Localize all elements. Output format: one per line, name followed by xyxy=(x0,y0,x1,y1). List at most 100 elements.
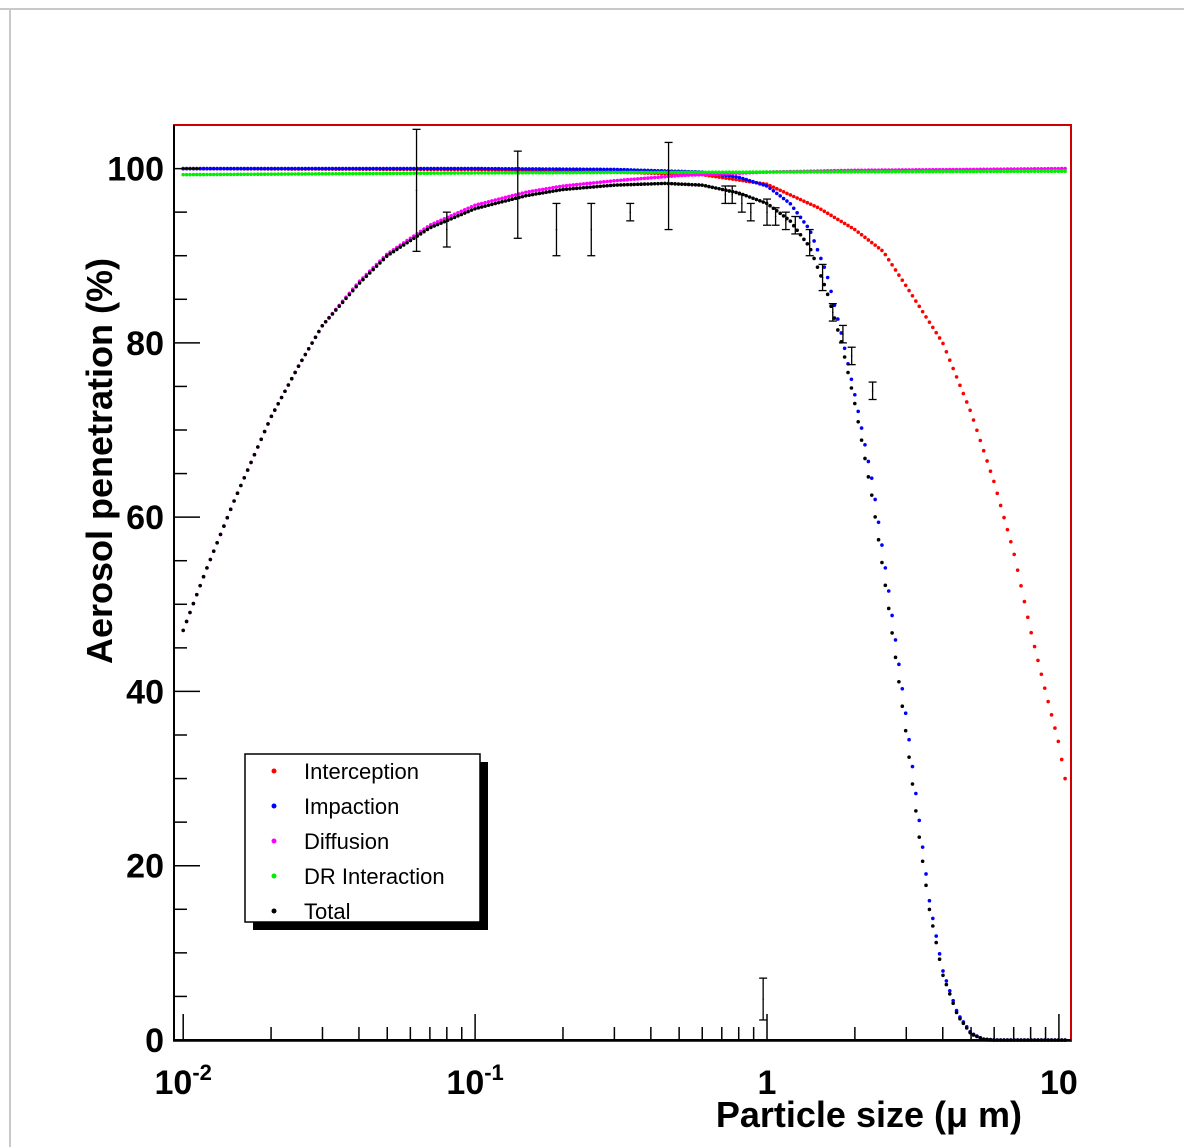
series-impaction-point xyxy=(812,239,816,243)
series-dr-interaction-point xyxy=(710,170,715,175)
series-interception-point xyxy=(992,479,996,484)
series-interception-point xyxy=(951,366,955,371)
series-dr-interaction-point xyxy=(615,170,620,175)
series-total-point xyxy=(422,229,426,234)
series-interception-point xyxy=(802,199,806,203)
series-total-point xyxy=(625,182,630,187)
series-impaction-point xyxy=(374,166,379,171)
series-total-point xyxy=(720,187,725,192)
series-total-point xyxy=(473,206,477,211)
series-diffusion-point xyxy=(547,186,552,191)
series-impaction-point xyxy=(527,167,531,171)
series-dr-interaction-point xyxy=(239,172,243,177)
series-total-point xyxy=(401,243,406,247)
series-interception-point xyxy=(934,330,939,335)
series-diffusion-point xyxy=(591,181,596,185)
series-impaction-point xyxy=(737,175,742,180)
series-total-point xyxy=(439,221,443,225)
series-dr-interaction-point xyxy=(680,170,684,175)
measurement-point xyxy=(750,211,752,213)
series-interception-point xyxy=(788,193,793,197)
series-dr-interaction-point xyxy=(581,170,586,175)
series-dr-interaction-point xyxy=(917,169,922,174)
legend-label: Total xyxy=(304,899,350,924)
series-dr-interaction-point xyxy=(347,171,352,176)
series-dr-interaction-point xyxy=(673,170,677,175)
series-interception-point xyxy=(1046,699,1050,704)
series-dr-interaction-point xyxy=(931,169,935,174)
series-total-point xyxy=(683,182,688,187)
series-dr-interaction-point xyxy=(371,171,375,176)
series-total-point xyxy=(493,201,498,206)
series-diffusion-point xyxy=(642,176,647,181)
series-diffusion-point xyxy=(686,173,691,177)
series-dr-interaction-point xyxy=(802,170,806,174)
series-total-point xyxy=(937,957,942,961)
series-impaction-point xyxy=(317,166,321,171)
series-total-point xyxy=(469,208,474,212)
series-dr-interaction-point xyxy=(669,170,674,175)
series-impaction-point xyxy=(418,166,423,171)
series-diffusion-point xyxy=(490,199,494,203)
series-impaction-point xyxy=(228,166,233,171)
series-impaction-point xyxy=(927,898,932,903)
series-total-point xyxy=(320,323,325,328)
series-dr-interaction-point xyxy=(354,171,358,176)
series-diffusion-point xyxy=(656,175,660,180)
legend-entry-dr-interaction: DR Interaction xyxy=(271,864,445,889)
series-impaction-point xyxy=(303,166,308,171)
series-total-point xyxy=(876,537,881,542)
series-dr-interaction-point xyxy=(344,171,348,176)
series-dr-interaction-point xyxy=(863,169,867,174)
series-dr-interaction-point xyxy=(211,172,216,177)
series-dr-interaction-point xyxy=(819,170,823,174)
series-dr-interaction-point xyxy=(903,169,908,174)
measurement-point xyxy=(842,333,844,335)
series-interception-point xyxy=(985,459,989,463)
series-impaction-point xyxy=(934,934,939,938)
series-total-point xyxy=(680,182,684,186)
series-dr-interaction-point xyxy=(283,172,287,176)
series-total-point xyxy=(228,507,233,512)
y-tick-label: 80 xyxy=(126,325,164,363)
series-impaction-point xyxy=(869,476,874,480)
series-interception-point xyxy=(815,205,820,210)
series-dr-interaction-point xyxy=(717,170,721,174)
series-impaction-point xyxy=(849,377,854,382)
series-impaction-point xyxy=(612,167,616,172)
error-bar xyxy=(737,194,746,213)
series-dr-interaction-point xyxy=(327,172,331,176)
series-diffusion-point xyxy=(544,187,548,191)
series-dr-interaction-point xyxy=(323,172,328,176)
series-dr-interaction-point xyxy=(988,169,993,174)
series-impaction-point xyxy=(439,166,443,171)
series-diffusion-point xyxy=(537,188,542,192)
series-diffusion-point xyxy=(1049,166,1054,171)
series-interception-point xyxy=(863,235,867,240)
series-impaction-point xyxy=(581,167,586,172)
series-dr-interaction-point xyxy=(215,172,219,177)
series-interception-point xyxy=(785,191,789,196)
measurement-point xyxy=(831,311,834,314)
series-dr-interaction-point xyxy=(741,170,745,174)
series-dr-interaction-point xyxy=(730,170,735,174)
series-dr-interaction-point xyxy=(279,172,284,176)
series-total-point xyxy=(479,205,484,209)
series-impaction-point xyxy=(205,166,209,171)
error-bar xyxy=(442,211,451,248)
measurement-point xyxy=(415,189,418,192)
series-impaction-point xyxy=(802,220,806,224)
series-total-point xyxy=(822,282,827,287)
series-total-point xyxy=(591,185,596,189)
series-dr-interaction-point xyxy=(554,170,559,175)
series-total-point xyxy=(903,728,908,733)
series-total-point xyxy=(849,386,854,390)
series-total-point xyxy=(924,883,928,888)
measurement-point xyxy=(590,228,593,231)
series-dr-interaction-point xyxy=(1042,169,1047,174)
series-dr-interaction-point xyxy=(937,169,942,174)
error-bar xyxy=(587,202,596,257)
error-bar xyxy=(791,215,800,235)
series-total-point xyxy=(540,191,545,195)
series-total-point xyxy=(836,328,840,332)
